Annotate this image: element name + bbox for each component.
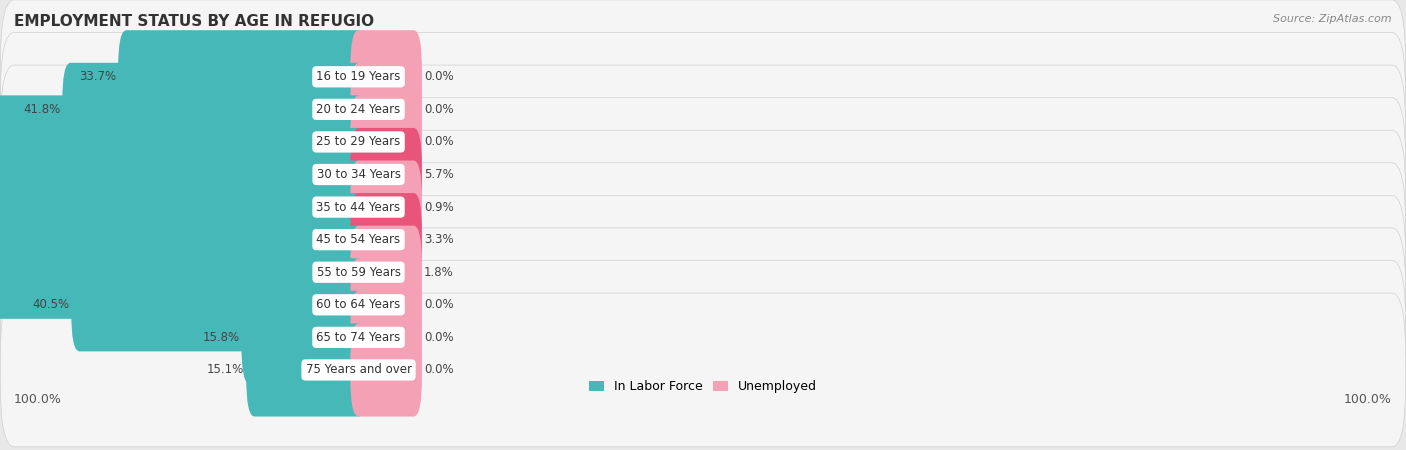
FancyBboxPatch shape [0,98,1406,252]
FancyBboxPatch shape [72,258,367,351]
Text: 30 to 34 Years: 30 to 34 Years [316,168,401,181]
FancyBboxPatch shape [0,293,1406,447]
Text: 0.0%: 0.0% [425,103,454,116]
Text: 0.9%: 0.9% [425,201,454,214]
FancyBboxPatch shape [118,30,367,123]
FancyBboxPatch shape [350,291,422,384]
Text: 35 to 44 Years: 35 to 44 Years [316,201,401,214]
FancyBboxPatch shape [350,161,422,254]
Text: Source: ZipAtlas.com: Source: ZipAtlas.com [1274,14,1392,23]
FancyBboxPatch shape [350,324,422,417]
Text: 20 to 24 Years: 20 to 24 Years [316,103,401,116]
FancyBboxPatch shape [350,258,422,351]
Text: 100.0%: 100.0% [14,393,62,406]
Legend: In Labor Force, Unemployed: In Labor Force, Unemployed [589,380,817,393]
FancyBboxPatch shape [0,195,1406,349]
Text: 0.0%: 0.0% [425,70,454,83]
FancyBboxPatch shape [0,32,1406,186]
Text: 15.1%: 15.1% [207,364,245,377]
Text: 65 to 74 Years: 65 to 74 Years [316,331,401,344]
Text: 0.0%: 0.0% [425,298,454,311]
FancyBboxPatch shape [246,324,367,417]
Text: 0.0%: 0.0% [425,364,454,377]
Text: 45 to 54 Years: 45 to 54 Years [316,233,401,246]
Text: 60 to 64 Years: 60 to 64 Years [316,298,401,311]
FancyBboxPatch shape [0,0,1406,153]
Text: 15.8%: 15.8% [202,331,239,344]
Text: 55 to 59 Years: 55 to 59 Years [316,266,401,279]
FancyBboxPatch shape [62,63,367,156]
Text: 3.3%: 3.3% [425,233,454,246]
Text: 100.0%: 100.0% [1344,393,1392,406]
FancyBboxPatch shape [0,193,367,286]
Text: 25 to 29 Years: 25 to 29 Years [316,135,401,148]
FancyBboxPatch shape [0,163,1406,316]
FancyBboxPatch shape [0,161,367,254]
Text: 75 Years and over: 75 Years and over [305,364,412,377]
FancyBboxPatch shape [0,228,1406,382]
Text: 40.5%: 40.5% [32,298,69,311]
FancyBboxPatch shape [0,225,367,319]
FancyBboxPatch shape [0,65,1406,219]
Text: 33.7%: 33.7% [79,70,117,83]
FancyBboxPatch shape [0,130,1406,284]
Text: 1.8%: 1.8% [425,266,454,279]
Text: 41.8%: 41.8% [22,103,60,116]
FancyBboxPatch shape [242,291,367,384]
FancyBboxPatch shape [350,225,422,319]
Text: EMPLOYMENT STATUS BY AGE IN REFUGIO: EMPLOYMENT STATUS BY AGE IN REFUGIO [14,14,374,28]
Text: 0.0%: 0.0% [425,331,454,344]
Text: 0.0%: 0.0% [425,135,454,148]
FancyBboxPatch shape [350,30,422,123]
FancyBboxPatch shape [350,128,422,221]
FancyBboxPatch shape [350,63,422,156]
FancyBboxPatch shape [0,128,367,221]
Text: 5.7%: 5.7% [425,168,454,181]
FancyBboxPatch shape [350,193,422,286]
FancyBboxPatch shape [0,261,1406,414]
Text: 16 to 19 Years: 16 to 19 Years [316,70,401,83]
FancyBboxPatch shape [0,95,367,189]
FancyBboxPatch shape [350,95,422,189]
